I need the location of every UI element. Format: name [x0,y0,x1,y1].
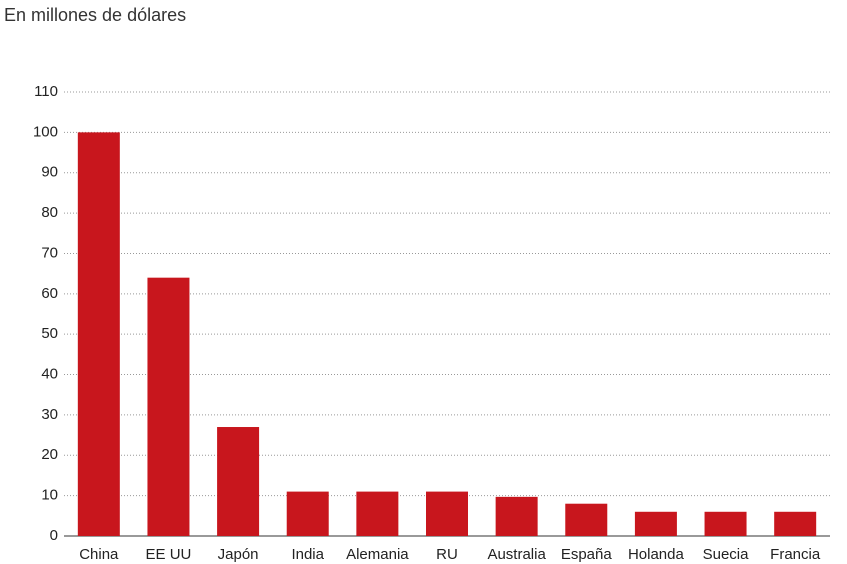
y-tick-label: 50 [41,325,58,342]
x-tick-label: India [291,546,324,563]
chart-title: En millones de dólares [4,5,186,25]
y-tick-label: 10 [41,487,58,504]
y-tick-label: 90 [41,164,58,181]
bar [426,491,468,536]
bar [77,132,120,536]
x-tick-label: Australia [487,546,546,563]
y-tick-label: 110 [34,83,58,100]
bar [147,277,190,536]
x-tick-label: EE UU [146,546,192,563]
y-tick-label: 60 [41,285,58,302]
y-tick-label: 40 [41,366,58,383]
y-tick-label: 80 [41,204,58,221]
y-tick-label: 20 [41,446,58,463]
x-tick-label: Japón [218,546,259,563]
y-tick-label: 70 [41,244,58,261]
bar [495,496,538,536]
x-tick-label: Holanda [628,546,685,563]
bar [356,491,399,536]
x-tick-label: Alemania [346,546,409,563]
bar [217,427,260,536]
bar [286,491,329,536]
y-tick-label: 30 [41,406,58,423]
bar [704,511,747,536]
y-tick-label: 0 [50,527,58,544]
x-tick-label: Francia [770,546,821,563]
bar [565,503,608,536]
bar [634,511,677,536]
y-tick-label: 100 [33,123,58,140]
x-tick-label: España [561,546,613,563]
x-tick-label: Suecia [703,546,750,563]
bar [774,511,817,536]
x-tick-label: China [79,546,119,563]
x-tick-label: RU [436,546,458,563]
